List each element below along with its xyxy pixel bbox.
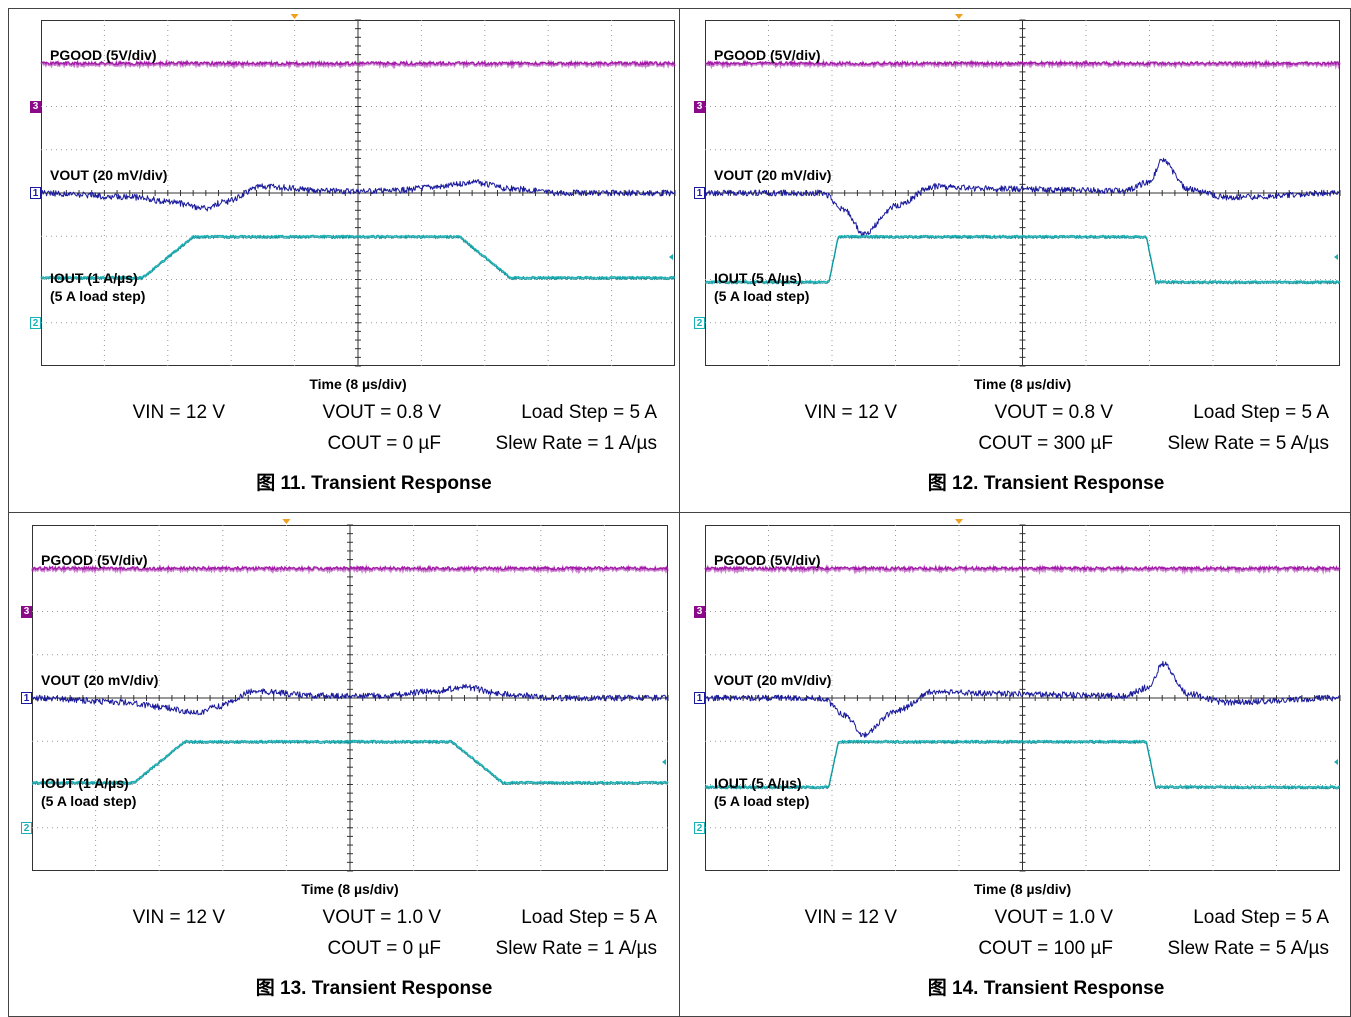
slew-rate-condition: Slew Rate = 1 A/µs [495, 938, 657, 959]
iout-step-label: (5 A load step) [50, 288, 146, 304]
ch2-ground-marker: 2 [30, 316, 41, 329]
ch2-level-marker [1334, 759, 1338, 766]
transient-panel-3: 3 1 2 PGOOD (5V/div) VOUT (20 mV/div) IOUT (1… [8, 513, 679, 1017]
vout-label: VOUT (20 mV/div) [50, 167, 168, 183]
vout-condition: VOUT = 0.8 V [994, 402, 1113, 423]
ch1-ground-marker: 1 [694, 692, 705, 704]
vout-trace [704, 157, 1341, 237]
figure-caption: 图 13. Transient Response [255, 978, 493, 999]
ch2-ground-marker: 2 [21, 821, 32, 834]
cout-condition: COUT = 0 µF [327, 938, 441, 959]
iout-trace [704, 234, 1341, 284]
scope-plot [31, 519, 669, 872]
load-step-condition: Load Step = 5 A [1193, 402, 1329, 423]
transient-panel-4: 3 1 2 PGOOD (5V/div) VOUT (20 mV/div) IOUT (5… [680, 513, 1351, 1017]
ch2-level-marker [669, 254, 673, 261]
iout-trace-edge [31, 740, 669, 786]
ch1-ground-marker: 1 [30, 187, 41, 199]
slew-rate-condition: Slew Rate = 5 A/µs [1167, 938, 1329, 959]
iout-step-label: (5 A load step) [714, 288, 810, 304]
scope-svg [704, 14, 1341, 367]
scope-svg [40, 14, 676, 367]
iout-label: IOUT (5 A/µs) [714, 775, 802, 791]
iout-step-label: (5 A load step) [41, 793, 137, 809]
ch2-ground-marker: 2 [694, 821, 705, 834]
scope-plot [704, 519, 1341, 872]
ch3-ground-marker: 3 [694, 605, 705, 618]
vin-condition: VIN = 12 V [804, 907, 897, 928]
time-axis-label: Time (8 µs/div) [301, 881, 399, 897]
iout-label: IOUT (5 A/µs) [714, 270, 802, 286]
cout-condition: COUT = 0 µF [327, 433, 441, 454]
vin-condition: VIN = 12 V [132, 402, 225, 423]
scope-plot [704, 14, 1341, 367]
transient-panel-1: 3 1 2 PGOOD (5V/div) VOUT (20 mV/div) IOUT (1… [8, 8, 679, 512]
vout-condition: VOUT = 1.0 V [322, 907, 441, 928]
scope-plot [40, 14, 676, 367]
iout-label: IOUT (1 A/µs) [41, 775, 129, 791]
pgood-label: PGOOD (5V/div) [50, 47, 157, 63]
figure-caption: 图 14. Transient Response [927, 978, 1165, 999]
horizontal-divider [8, 512, 1351, 513]
ch2-ground-marker: 2 [694, 316, 705, 329]
iout-trace-edge [704, 741, 1341, 790]
time-axis-label: Time (8 µs/div) [309, 376, 407, 392]
slew-rate-condition: Slew Rate = 1 A/µs [495, 433, 657, 454]
cout-condition: COUT = 300 µF [978, 433, 1113, 454]
time-axis-label: Time (8 µs/div) [973, 881, 1072, 897]
pgood-trace-thick [31, 563, 669, 575]
load-step-condition: Load Step = 5 A [521, 402, 657, 423]
vout-trace [40, 179, 676, 212]
trigger-position-marker [290, 14, 299, 19]
iout-trace [31, 739, 669, 784]
iout-trace [40, 234, 676, 279]
transient-panel-2: 3 1 2 PGOOD (5V/div) VOUT (20 mV/div) IOUT (5… [680, 8, 1351, 512]
slew-rate-condition: Slew Rate = 5 A/µs [1167, 433, 1329, 454]
pgood-label: PGOOD (5V/div) [714, 47, 821, 63]
vout-label: VOUT (20 mV/div) [714, 167, 832, 183]
ch1-ground-marker: 1 [21, 692, 32, 704]
iout-label: IOUT (1 A/µs) [50, 270, 138, 286]
vin-condition: VIN = 12 V [132, 907, 225, 928]
iout-trace-edge [704, 236, 1341, 286]
figure-caption: 图 12. Transient Response [927, 473, 1165, 494]
vout-label: VOUT (20 mV/div) [714, 672, 832, 688]
trigger-position-marker [955, 519, 963, 524]
vout-label: VOUT (20 mV/div) [41, 672, 159, 688]
vout-trace [31, 683, 669, 716]
time-axis-label: Time (8 µs/div) [973, 376, 1072, 392]
scope-svg [704, 519, 1341, 872]
cout-condition: COUT = 100 µF [978, 938, 1113, 959]
pgood-trace-thick [40, 58, 676, 70]
ch1-ground-marker: 1 [694, 187, 705, 199]
vout-condition: VOUT = 0.8 V [322, 402, 441, 423]
scope-svg [31, 519, 669, 872]
vout-condition: VOUT = 1.0 V [994, 907, 1113, 928]
iout-step-label: (5 A load step) [714, 793, 810, 809]
iout-trace [704, 739, 1341, 789]
vin-condition: VIN = 12 V [804, 402, 897, 423]
pgood-trace-thick [704, 563, 1341, 576]
ch3-ground-marker: 3 [30, 100, 41, 113]
pgood-label: PGOOD (5V/div) [41, 552, 148, 568]
ch2-level-marker [1334, 254, 1338, 261]
ch3-ground-marker: 3 [21, 605, 32, 618]
ch2-level-marker [662, 759, 666, 766]
trigger-position-marker [955, 14, 963, 19]
load-step-condition: Load Step = 5 A [1193, 907, 1329, 928]
ch3-ground-marker: 3 [694, 100, 705, 113]
iout-trace-edge [40, 235, 676, 281]
trigger-position-marker [282, 519, 291, 524]
pgood-trace-thick [704, 58, 1341, 70]
figure-caption: 图 11. Transient Response [256, 473, 492, 494]
vout-trace [704, 660, 1341, 738]
pgood-label: PGOOD (5V/div) [714, 552, 821, 568]
load-step-condition: Load Step = 5 A [521, 907, 657, 928]
